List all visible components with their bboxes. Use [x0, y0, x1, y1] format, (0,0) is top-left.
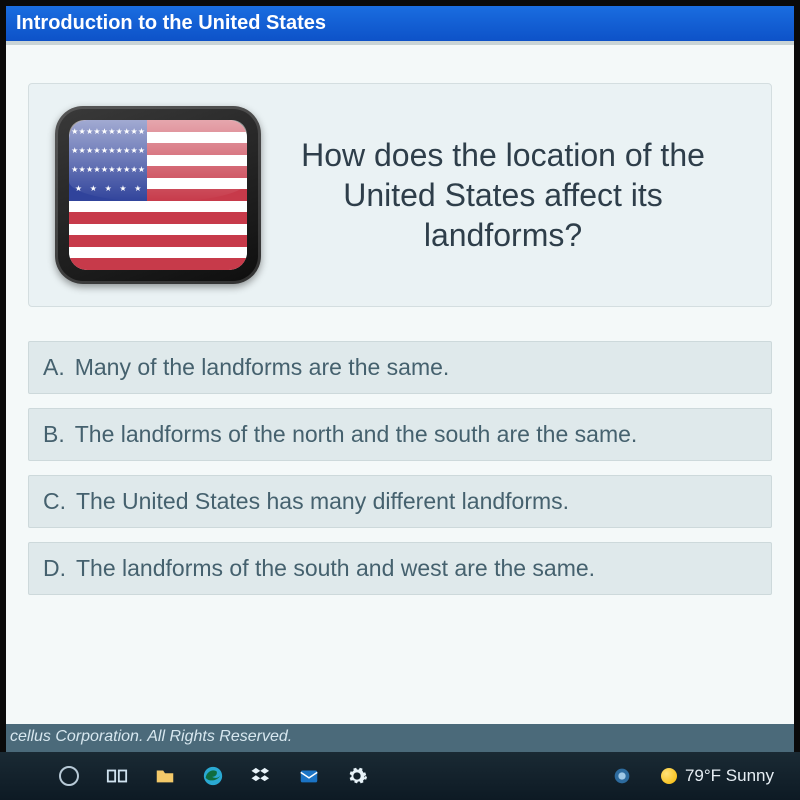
- weather-widget[interactable]: 79°F Sunny: [661, 766, 774, 786]
- answer-text: The landforms of the north and the south…: [75, 421, 638, 447]
- answer-letter: C.: [43, 488, 66, 514]
- answer-text: The landforms of the south and west are …: [76, 555, 595, 581]
- answer-option-b[interactable]: B. The landforms of the north and the sou…: [28, 408, 772, 461]
- settings-icon[interactable]: [346, 765, 368, 787]
- answer-letter: D.: [43, 555, 66, 581]
- flag-canton: ★★★★★ ★★★★★ ★★★★★ ★★★★★ ★★★★★ ★★★★★ ★★★★…: [69, 120, 147, 201]
- question-card: ★★★★★ ★★★★★ ★★★★★ ★★★★★ ★★★★★ ★★★★★ ★★★★…: [28, 83, 772, 307]
- answer-option-c[interactable]: C. The United States has many different l…: [28, 475, 772, 528]
- window-titlebar: Introduction to the United States: [6, 6, 794, 45]
- assistant-icon[interactable]: [611, 765, 633, 787]
- edge-icon[interactable]: [202, 765, 224, 787]
- sun-icon: [661, 768, 677, 784]
- answer-text: The United States has many different lan…: [76, 488, 569, 514]
- task-view-icon[interactable]: [106, 765, 128, 787]
- lesson-content: ★★★★★ ★★★★★ ★★★★★ ★★★★★ ★★★★★ ★★★★★ ★★★★…: [6, 45, 794, 724]
- windows-taskbar[interactable]: 79°F Sunny: [0, 752, 800, 800]
- copyright-text: cellus Corporation. All Rights Reserved.: [10, 728, 292, 745]
- answer-option-d[interactable]: D. The landforms of the south and west ar…: [28, 542, 772, 595]
- flag-image: ★★★★★ ★★★★★ ★★★★★ ★★★★★ ★★★★★ ★★★★★ ★★★★…: [55, 106, 261, 284]
- taskbar-icons: [58, 765, 633, 787]
- file-explorer-icon[interactable]: [154, 765, 176, 787]
- mail-icon[interactable]: [298, 765, 320, 787]
- answer-text: Many of the landforms are the same.: [75, 354, 450, 380]
- answer-option-a[interactable]: A. Many of the landforms are the same.: [28, 341, 772, 394]
- window-title: Introduction to the United States: [16, 12, 326, 34]
- question-text: How does the location of the United Stat…: [261, 135, 745, 255]
- weather-text: 79°F Sunny: [685, 766, 774, 786]
- dropbox-icon[interactable]: [250, 765, 272, 787]
- answer-list: A. Many of the landforms are the same. B.…: [28, 341, 772, 595]
- answer-letter: B.: [43, 421, 65, 447]
- answer-letter: A.: [43, 354, 65, 380]
- copyright-footer: cellus Corporation. All Rights Reserved.: [6, 724, 794, 752]
- cortana-icon[interactable]: [58, 765, 80, 787]
- app-window: Introduction to the United States ★★★★★ …: [0, 0, 800, 752]
